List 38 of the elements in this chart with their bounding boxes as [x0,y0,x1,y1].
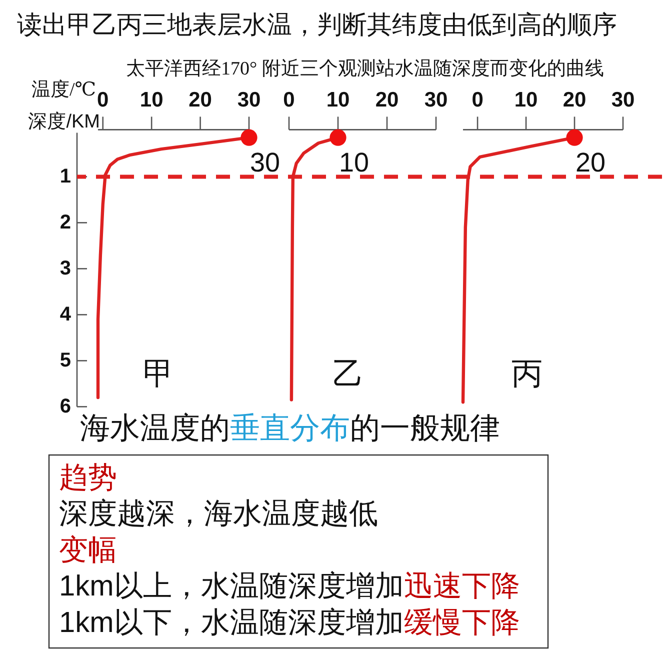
annotation: 20 [575,148,606,178]
text: 变幅 [59,534,117,566]
x-tick-label: 0 [283,88,295,112]
text: 趋势 [59,462,117,494]
x-tick-label: 0 [472,88,484,112]
x-tick-label: 10 [514,88,538,112]
annotation: 10 [338,148,370,178]
series-label: 乙 [332,356,364,392]
y-tick-label: 5 [60,350,71,372]
text: 深度越深，海水温度越低 [59,498,378,530]
text: 海水温度的 [80,412,230,444]
text: 读出甲乙丙三地表层水温，判断其纬度由低到高的顺序 [17,11,617,39]
text: 垂直分布 [230,412,350,444]
text: 太平洋西经170° 附近三个观测站水温随深度而变化的曲线 [126,58,604,80]
y-tick-label: 1 [60,166,71,188]
text: 迅速下降 [404,570,520,603]
x-tick-label: 0 [97,88,109,112]
x-tick-label: 20 [375,88,399,112]
text: 的一般规律 [350,412,500,444]
y-tick-label: 6 [60,396,71,418]
y-tick-label: 2 [60,212,71,234]
text: 缓慢下降 [404,606,520,639]
x-tick-label: 30 [424,88,448,112]
series-label: 丙 [512,356,542,392]
x-tick-label: 30 [237,88,261,112]
x-tick-label: 30 [611,88,635,112]
annotation: 30 [250,148,280,178]
text: 1km以下，水温随深度增加 [59,606,404,639]
x-tick-label: 20 [188,88,212,112]
x-tick-label: 20 [562,88,586,112]
x-tick-label: 10 [326,88,350,112]
y-axis-title: 深度/KM [28,110,100,132]
y-tick-label: 4 [60,304,72,326]
y-tick-label: 3 [60,258,71,280]
x-tick-label: 10 [140,88,164,112]
text: 1km以上，水温随深度增加 [59,570,404,603]
series-label: 甲 [142,356,174,392]
x-axis-title: 温度/℃ [31,78,96,100]
